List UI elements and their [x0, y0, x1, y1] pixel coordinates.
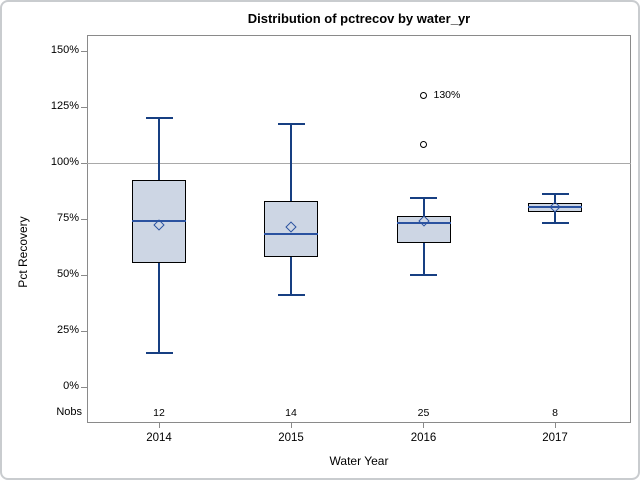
y-tick-label: 0%: [63, 380, 79, 392]
y-tick-label: 100%: [50, 156, 79, 168]
chart-title: Distribution of pctrecov by water_yr: [247, 11, 471, 26]
y-tick-label: 50%: [56, 268, 79, 280]
x-tick-mark: [158, 423, 160, 428]
plot-area: [87, 35, 631, 423]
x-category-label: 2017: [542, 432, 568, 444]
x-category-label: 2014: [146, 432, 172, 444]
y-tick-label: 25%: [56, 324, 79, 336]
y-tick-label: 75%: [56, 212, 79, 224]
x-category-label: 2015: [278, 432, 304, 444]
nobs-row-header: Nobs: [56, 406, 82, 418]
x-tick-mark: [290, 423, 292, 428]
y-axis-title: Pct Recovery: [16, 216, 30, 288]
x-category-label: 2016: [410, 432, 437, 444]
x-axis-title: Water Year: [329, 454, 389, 468]
y-tick-label: 125%: [50, 100, 79, 112]
x-tick-mark: [554, 423, 556, 428]
y-tick-label: 150%: [50, 44, 79, 56]
x-tick-mark: [423, 423, 424, 428]
